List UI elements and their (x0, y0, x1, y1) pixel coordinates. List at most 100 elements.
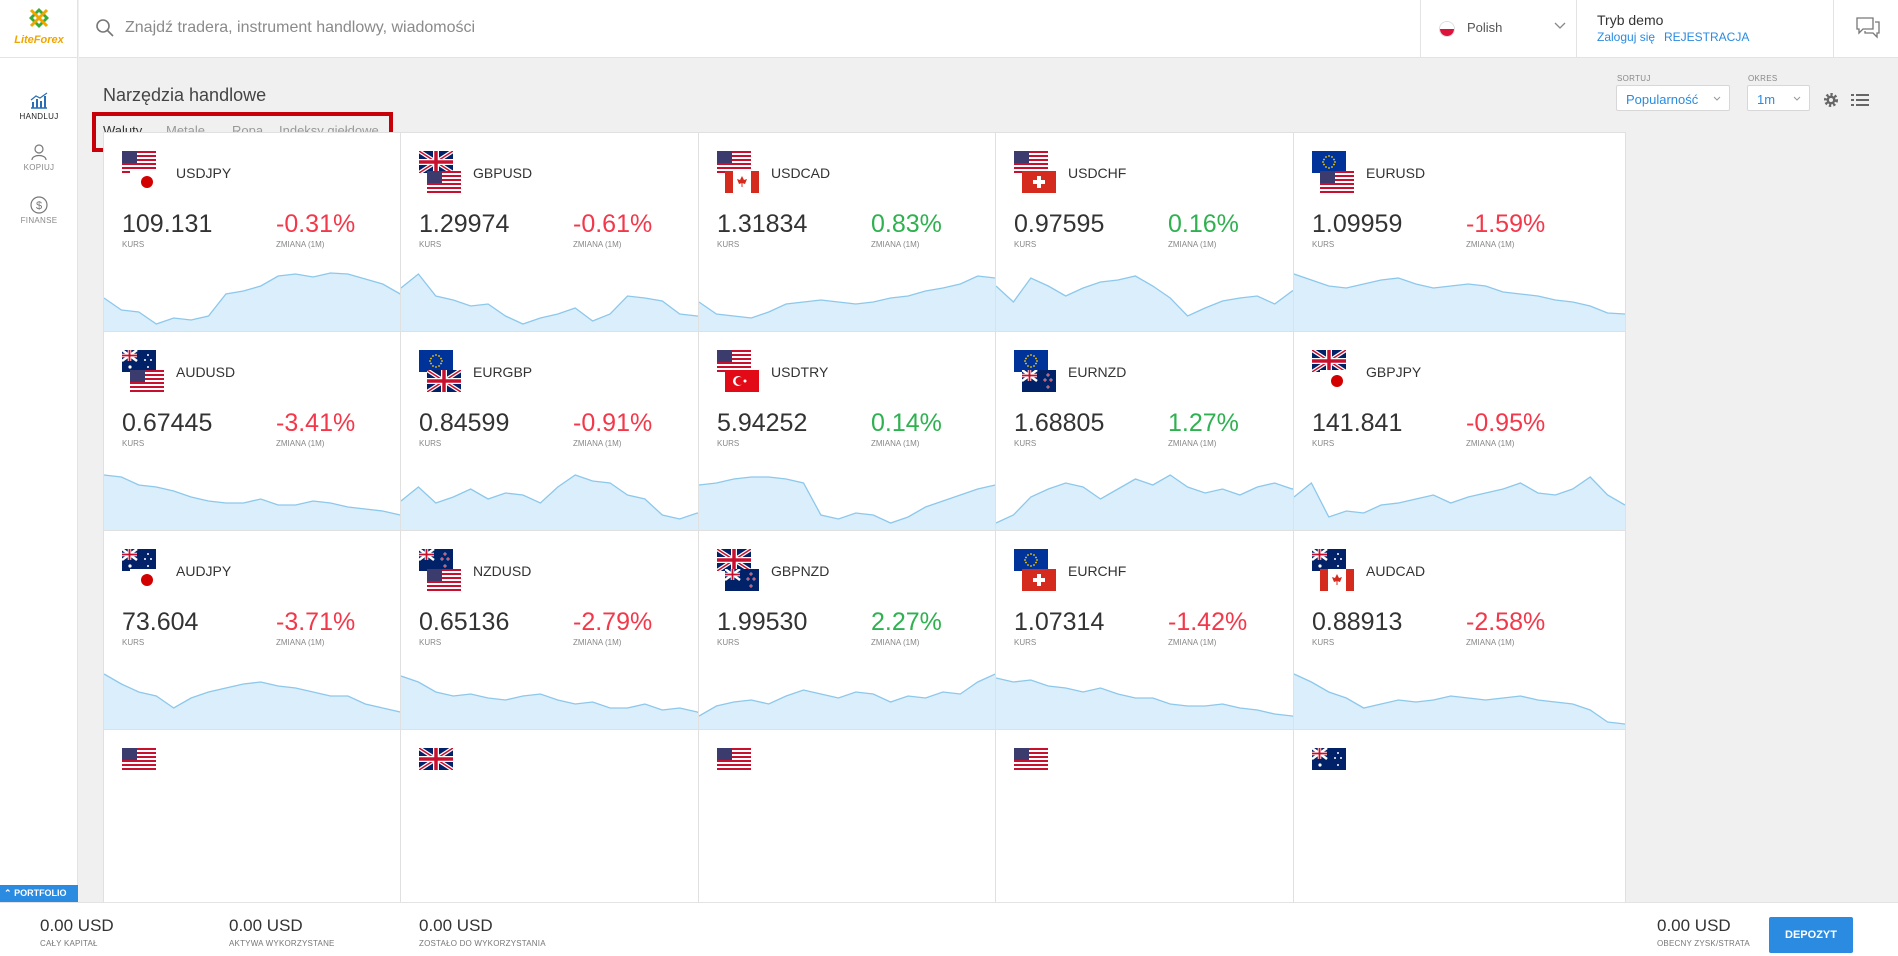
instrument-card-partial[interactable] (1293, 729, 1626, 902)
deposit-button[interactable]: DEPOZYT (1769, 917, 1853, 953)
sparkline-area (1294, 674, 1625, 742)
japan-flag-icon (1320, 370, 1354, 392)
price-sparkline (1294, 673, 1625, 742)
list-view-icon[interactable] (1851, 93, 1869, 107)
pair-name: USDCAD (771, 165, 831, 181)
sparkline-line (699, 476, 1030, 524)
rate-value: 1.07314 (1014, 608, 1105, 636)
instrument-card[interactable]: EURGBP 0.84599 KURS -0.91% ZMIANA (1M) (400, 331, 733, 544)
sparkline-area (996, 678, 1327, 742)
change-label: ZMIANA (1M) (1466, 240, 1515, 249)
turkey-flag-icon (725, 370, 759, 392)
login-link[interactable]: Zaloguj się (1597, 30, 1656, 44)
instrument-card[interactable]: AUDCAD 0.88913 KURS -2.58% ZMIANA (1M) (1293, 530, 1626, 743)
chat-icon[interactable] (1855, 16, 1881, 40)
currency-flags (1014, 549, 1056, 591)
current-pnl-value: 0.00 USD (1657, 916, 1731, 935)
sparkline-area (1294, 477, 1625, 543)
instrument-card-partial[interactable] (103, 729, 436, 902)
change-value: 0.14% (871, 409, 942, 437)
change-label: ZMIANA (1M) (276, 240, 325, 249)
instrument-card[interactable]: USDJPY 109.131 KURS -0.31% ZMIANA (1M) (103, 132, 436, 345)
sort-select[interactable]: Popularność (1616, 85, 1730, 111)
eu-flag-icon (419, 350, 453, 372)
period-select[interactable]: 1m (1747, 85, 1810, 111)
instrument-card-partial[interactable] (400, 729, 733, 902)
current-pnl-label: OBECNY ZYSK/STRATA (1657, 939, 1750, 948)
instrument-card[interactable]: AUDJPY 73.604 KURS -3.71% ZMIANA (1M) (103, 530, 436, 743)
change-label: ZMIANA (1M) (1168, 439, 1217, 448)
logo-icon (29, 8, 49, 28)
rate-value: 1.09959 (1312, 210, 1403, 238)
period-value: 1m (1757, 92, 1776, 107)
price-sparkline (401, 273, 732, 344)
sparkline-area (401, 274, 732, 344)
pair-name: AUDUSD (176, 364, 236, 380)
instrument-card[interactable]: AUDUSD 0.67445 KURS -3.41% ZMIANA (1M) (103, 331, 436, 544)
instrument-card[interactable]: NZDUSD 0.65136 KURS -2.79% ZMIANA (1M) (400, 530, 733, 743)
currency-flags (1014, 151, 1056, 193)
instrument-card[interactable]: USDCHF 0.97595 KURS 0.16% ZMIANA (1M) (995, 132, 1328, 345)
currency-flags (717, 549, 759, 591)
change-label: ZMIANA (1M) (573, 439, 622, 448)
instrument-card[interactable]: GBPJPY 141.841 KURS -0.95% ZMIANA (1M) (1293, 331, 1626, 544)
currency-flags (122, 350, 164, 392)
instrument-card[interactable]: USDTRY 5.94252 KURS 0.14% ZMIANA (1M) (698, 331, 1031, 544)
change-label: ZMIANA (1M) (871, 638, 920, 647)
rate-label: KURS (1014, 240, 1037, 249)
svg-text:$: $ (36, 200, 42, 212)
chevron-down-icon (1554, 22, 1566, 29)
register-link[interactable]: REJESTRACJA (1664, 30, 1750, 44)
search-icon (96, 19, 114, 37)
price-sparkline (1294, 476, 1625, 543)
canada-flag-icon (725, 171, 759, 193)
sidebar-item-label: HANDLUJ (19, 112, 59, 121)
change-label: ZMIANA (1M) (1466, 439, 1515, 448)
chevron-down-icon (1713, 96, 1721, 101)
sparkline-line (699, 671, 1030, 717)
poland-flag-icon (1439, 21, 1455, 37)
pair-name: USDJPY (176, 165, 232, 181)
instrument-card[interactable]: GBPNZD 1.99530 KURS 2.27% ZMIANA (1M) (698, 530, 1031, 743)
pair-name: AUDCAD (1366, 563, 1426, 579)
rate-value: 0.88913 (1312, 608, 1403, 636)
sparkline-line (996, 472, 1327, 524)
rate-value: 1.99530 (717, 608, 808, 636)
language-select[interactable]: Polish (1420, 0, 1576, 58)
uk-flag-icon (427, 370, 461, 392)
instrument-card-partial[interactable] (698, 729, 1031, 902)
change-label: ZMIANA (1M) (1168, 638, 1217, 647)
currency-flags (717, 350, 759, 392)
sidebar-item-copy[interactable]: KOPIUJ (0, 143, 78, 172)
search-input[interactable] (125, 16, 1425, 40)
change-value: -2.79% (573, 608, 653, 636)
rate-value: 73.604 (122, 608, 199, 636)
logo-text: LiteForex (14, 34, 64, 46)
gear-icon[interactable] (1822, 91, 1840, 109)
instrument-card[interactable]: EURCHF 1.07314 KURS -1.42% ZMIANA (1M) (995, 530, 1328, 743)
instrument-card[interactable]: EURNZD 1.68805 KURS 1.27% ZMIANA (1M) (995, 331, 1328, 544)
change-label: ZMIANA (1M) (276, 439, 325, 448)
uk-flag-icon (717, 549, 751, 571)
pair-name: EURUSD (1366, 165, 1426, 181)
sparkline-line (104, 272, 435, 325)
sidebar-item-finance[interactable]: $ FINANSE (0, 196, 78, 225)
sidebar-item-trade[interactable]: HANDLUJ (0, 92, 78, 121)
new-zealand-flag-icon (419, 549, 453, 571)
change-label: ZMIANA (1M) (573, 638, 622, 647)
change-label: ZMIANA (1M) (276, 638, 325, 647)
portfolio-tab[interactable]: ⌃ PORTFOLIO (0, 885, 78, 902)
instrument-card[interactable]: EURUSD 1.09959 KURS -1.59% ZMIANA (1M) (1293, 132, 1626, 345)
sort-label: SORTUJ (1617, 74, 1651, 83)
instrument-card-partial[interactable] (995, 729, 1328, 902)
change-value: -0.95% (1466, 409, 1546, 437)
instrument-card[interactable]: USDCAD 1.31834 KURS 0.83% ZMIANA (1M) (698, 132, 1031, 345)
australia-flag-icon (1312, 549, 1346, 571)
logo[interactable]: LiteForex (0, 0, 78, 58)
instrument-card[interactable]: GBPUSD 1.29974 KURS -0.61% ZMIANA (1M) (400, 132, 733, 345)
sidebar: LiteForex HANDLUJ KOPIUJ $ FINANSE ⌃ POR… (0, 0, 78, 956)
currency-flags (419, 151, 461, 193)
rate-label: KURS (122, 439, 145, 448)
change-label: ZMIANA (1M) (871, 439, 920, 448)
japan-flag-icon (130, 569, 164, 591)
